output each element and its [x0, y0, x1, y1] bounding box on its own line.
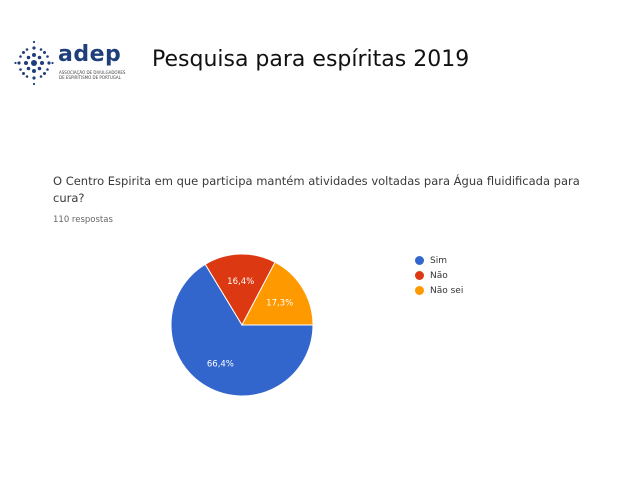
slice-percent-label: 17,3% [266, 298, 293, 308]
chart-legend: Sim Não Não sei [415, 253, 463, 298]
slice-percent-label: 16,4% [227, 277, 254, 287]
slice-percent-label: 66,4% [207, 359, 234, 369]
legend-label: Não sei [430, 285, 464, 296]
pie-slice-sim [170, 263, 314, 397]
pie-slice-nao [204, 253, 276, 327]
page-title: Pesquisa para espíritas 2019 [152, 47, 470, 72]
legend-label: Sim [430, 255, 447, 266]
legend-swatch [415, 286, 424, 295]
pie-slice-nao-sei [241, 261, 314, 326]
legend-label: Não [430, 270, 448, 281]
legend-item: Não [415, 268, 463, 283]
survey-question: O Centro Espirita em que participa manté… [53, 174, 580, 205]
adep-logo: adep ASSOCIAÇÃO DE DIVULGADORES DE ESPIR… [14, 40, 125, 86]
legend-item: Não sei [415, 283, 463, 298]
legend-item: Sim [415, 253, 463, 268]
legend-swatch [415, 256, 424, 265]
response-count: 110 respostas [53, 215, 113, 225]
dotted-sun-icon [14, 40, 54, 86]
logo-text: adep [58, 42, 122, 67]
legend-swatch [415, 271, 424, 280]
logo-subtitle: ASSOCIAÇÃO DE DIVULGADORES DE ESPIRITISM… [59, 70, 126, 80]
